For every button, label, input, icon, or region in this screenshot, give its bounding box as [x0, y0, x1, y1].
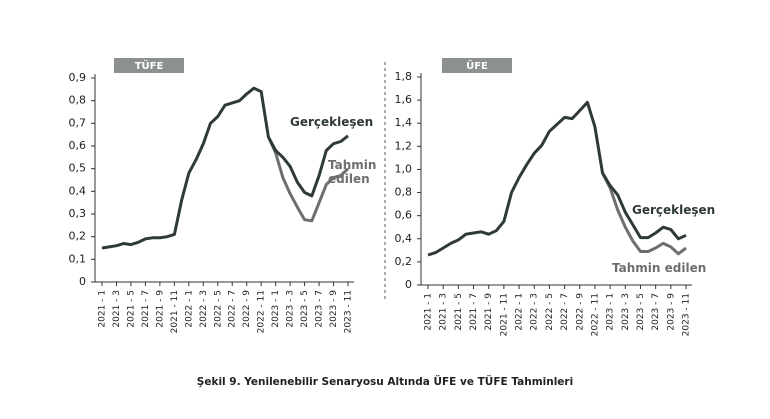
x-tick-label: 2023 - 1: [606, 293, 616, 331]
y-tick-label: 1,6: [395, 93, 413, 106]
x-tick-label: 2023 - 5: [300, 290, 310, 328]
x-tick-label: 2021 - 7: [141, 290, 151, 328]
x-tick-label: 2022 - 9: [242, 290, 252, 328]
x-tick-label: 2022 - 5: [213, 290, 223, 328]
series-label: Gerçekleşen: [632, 203, 716, 217]
x-tick-label: 2023 - 9: [329, 290, 339, 328]
series-label: Tahmin edilen: [612, 261, 707, 275]
x-tick-label: 2022 - 9: [575, 293, 585, 331]
series-line: [267, 136, 350, 223]
title-box: [442, 58, 512, 73]
x-tick-label: 2021 - 5: [454, 293, 464, 331]
title-box: [114, 58, 184, 73]
x-tick-label: 2023 - 7: [651, 293, 661, 331]
x-tick-label: 2022 - 3: [199, 290, 209, 328]
series-line: [427, 100, 687, 257]
y-tick-label: 0,9: [69, 71, 87, 84]
x-tick-label: 2022 - 7: [228, 290, 238, 328]
chart-title: ÜFE: [466, 58, 488, 72]
x-tick-label: 2021 - 9: [484, 293, 494, 331]
x-tick-label: 2021 - 1: [98, 290, 108, 328]
x-tick-label: 2022 - 3: [530, 293, 540, 331]
x-tick-label: 2022 - 7: [560, 293, 570, 331]
x-tick-label: 2023 - 9: [666, 293, 676, 331]
x-tick-label: 2022 - 11: [257, 290, 267, 333]
y-tick-label: 0,1: [69, 252, 87, 265]
y-tick-label: 0,3: [69, 207, 87, 220]
series-label: Gerçekleşen: [290, 115, 374, 129]
x-tick-label: 2023 - 7: [315, 290, 325, 328]
y-tick-label: 0: [79, 275, 86, 288]
y-tick-label: 0: [405, 278, 412, 291]
x-tick-label: 2022 - 11: [590, 293, 600, 336]
y-tick-label: 0,7: [69, 116, 87, 129]
x-tick-label: 2021 - 9: [155, 290, 165, 328]
x-tick-label: 2023 - 3: [621, 293, 631, 331]
y-tick-label: 1,8: [395, 70, 413, 83]
x-tick-label: 2022 - 1: [515, 293, 525, 331]
y-tick-label: 0,2: [69, 230, 87, 243]
y-tick-label: 0,6: [69, 139, 87, 152]
y-tick-label: 0,4: [69, 184, 87, 197]
x-tick-label: 2021 - 11: [170, 290, 180, 333]
y-tick-label: 0,6: [395, 209, 413, 222]
x-tick-label: 2021 - 5: [126, 290, 136, 328]
series-line: [601, 172, 687, 256]
y-tick-label: 0,4: [395, 232, 413, 245]
y-tick-label: 0,8: [395, 186, 413, 199]
caption: Şekil 9. Yenilenebilir Senaryosu Altında…: [196, 376, 574, 388]
y-tick-label: 0,5: [69, 162, 87, 175]
y-tick-label: 0,2: [395, 255, 413, 268]
x-tick-label: 2021 - 1: [424, 293, 434, 331]
x-tick-label: 2023 - 11: [682, 293, 692, 336]
x-tick-label: 2021 - 7: [469, 293, 479, 331]
series-line: [101, 86, 349, 250]
x-tick-label: 2021 - 11: [499, 293, 509, 336]
y-tick-label: 1,4: [395, 116, 413, 129]
x-tick-label: 2023 - 11: [344, 290, 354, 333]
y-tick-label: 0,8: [69, 94, 87, 107]
x-tick-label: 2023 - 3: [286, 290, 296, 328]
x-tick-label: 2023 - 5: [636, 293, 646, 331]
x-tick-label: 2022 - 1: [184, 290, 194, 328]
y-tick-label: 1,2: [395, 139, 413, 152]
y-tick-label: 1,0: [395, 162, 413, 175]
x-tick-label: 2023 - 1: [271, 290, 281, 328]
x-tick-label: 2022 - 5: [545, 293, 555, 331]
x-tick-label: 2021 - 3: [112, 290, 122, 328]
x-tick-label: 2021 - 3: [439, 293, 449, 331]
series-label: Tahmin edilen: [328, 158, 377, 186]
chart-title: TÜFE: [135, 58, 164, 72]
